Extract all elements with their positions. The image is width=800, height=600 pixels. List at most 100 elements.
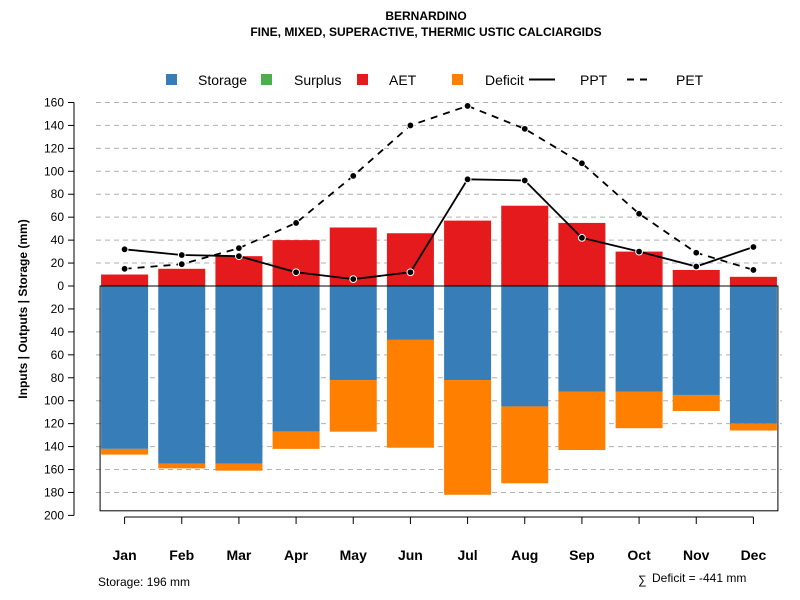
deficit-bar [272,431,320,449]
y-tick-label: 20 [51,302,65,316]
deficit-bar [386,339,434,448]
storage-bar [672,286,720,395]
x-tick-label: May [340,547,367,563]
x-tick-label: Feb [169,547,194,563]
deficit-bar [444,380,492,495]
legend-storage-label: Storage [198,72,247,88]
deficit-bar [501,406,549,484]
pet-point [120,264,129,273]
storage-bar [615,286,663,392]
ppt-line [124,178,754,281]
y-tick-label: 160 [44,463,64,477]
storage-bar [215,286,263,464]
y-tick-label: 100 [44,394,64,408]
chart-title: BERNARDINO [385,9,466,23]
pet-point [349,171,358,180]
x-tick-label: Oct [627,547,651,563]
sum-icon: ∑ [638,573,647,587]
y-tick-label: 60 [51,210,65,224]
pet-point [635,209,643,218]
storage-footnote: Storage: 196 mm [98,575,190,589]
storage-bar [329,286,377,381]
aet-bar [101,274,149,286]
pet-point [177,260,186,269]
aet-bar [615,251,663,286]
aet-bar [729,276,777,286]
ppt-point [406,268,415,277]
y-tick-label: 140 [44,440,64,454]
y-tick-label: 40 [51,233,65,247]
aet-bar [672,269,720,286]
y-tick-label: 100 [44,164,64,178]
storage-bar [558,286,606,392]
storage-bar [386,286,434,340]
y-tick-label: 40 [51,325,65,339]
deficit-bar [215,463,263,471]
y-tick-label: 160 [44,95,64,109]
y-tick-label: 180 [44,485,64,499]
legend-deficit-label: Deficit [485,72,524,88]
y-tick-label: 140 [44,118,64,132]
storage-bar [501,286,549,407]
axes-group: 1601401201008060402002040608010012014016… [44,95,779,563]
pet-line [124,104,754,271]
pet-point [406,121,415,130]
deficit-bar [729,423,777,431]
storage-bar [729,286,777,424]
y-tick-label: 120 [44,141,64,155]
legend-deficit-swatch [452,74,463,85]
ppt-point [177,251,186,259]
legend-surplus-swatch [261,74,272,85]
ppt-point [120,245,129,254]
x-tick-label: Jul [457,547,477,563]
legend-surplus-label: Surplus [294,72,341,88]
ppt-point [692,262,701,271]
pet-point [463,102,472,110]
y-tick-label: 200 [44,508,64,522]
ppt-point [749,243,758,251]
x-tick-label: Sep [569,547,595,563]
deficit-bar [329,380,377,432]
storage-bar [272,286,320,432]
y-tick-label: 120 [44,417,64,431]
legend-aet-swatch [357,74,368,85]
pet-point [520,124,529,133]
ppt-point [463,175,472,184]
ppt-point [349,275,358,284]
ppt-point [635,247,643,256]
pet-point [578,159,586,168]
legend-pet-label: PET [676,72,704,88]
aet-bar [158,268,206,286]
chart-subtitle: FINE, MIXED, SUPERACTIVE, THERMIC USTIC … [250,25,601,39]
legend-aet-label: AET [389,72,417,88]
deficit-bar [558,391,606,451]
deficit-bar [158,463,206,469]
storage-bar [158,286,206,464]
x-tick-label: Jan [113,547,137,563]
legend-storage-swatch [166,74,177,85]
aet-bar [272,240,320,286]
x-tick-label: Aug [511,547,538,563]
aet-bar [501,205,549,286]
pet-point [692,248,701,257]
y-tick-label: 80 [51,371,65,385]
ppt-point [235,252,243,261]
lines-group [120,102,758,284]
ppt-point [578,233,586,242]
y-axis-label: Inputs | Outputs | Storage (mm) [16,219,30,398]
storage-bar [444,286,492,381]
x-tick-label: Apr [284,547,309,563]
y-tick-label: 80 [51,187,65,201]
x-tick-label: Mar [226,547,251,563]
pet-point [292,219,300,227]
x-tick-label: Nov [683,547,710,563]
gridlines [96,101,782,493]
aet-bar [444,220,492,286]
y-tick-label: 20 [51,256,65,270]
x-tick-label: Jun [398,547,423,563]
bars-group [101,205,777,495]
x-tick-label: Dec [741,547,767,563]
deficit-bar [672,394,720,412]
ppt-point [292,268,300,277]
